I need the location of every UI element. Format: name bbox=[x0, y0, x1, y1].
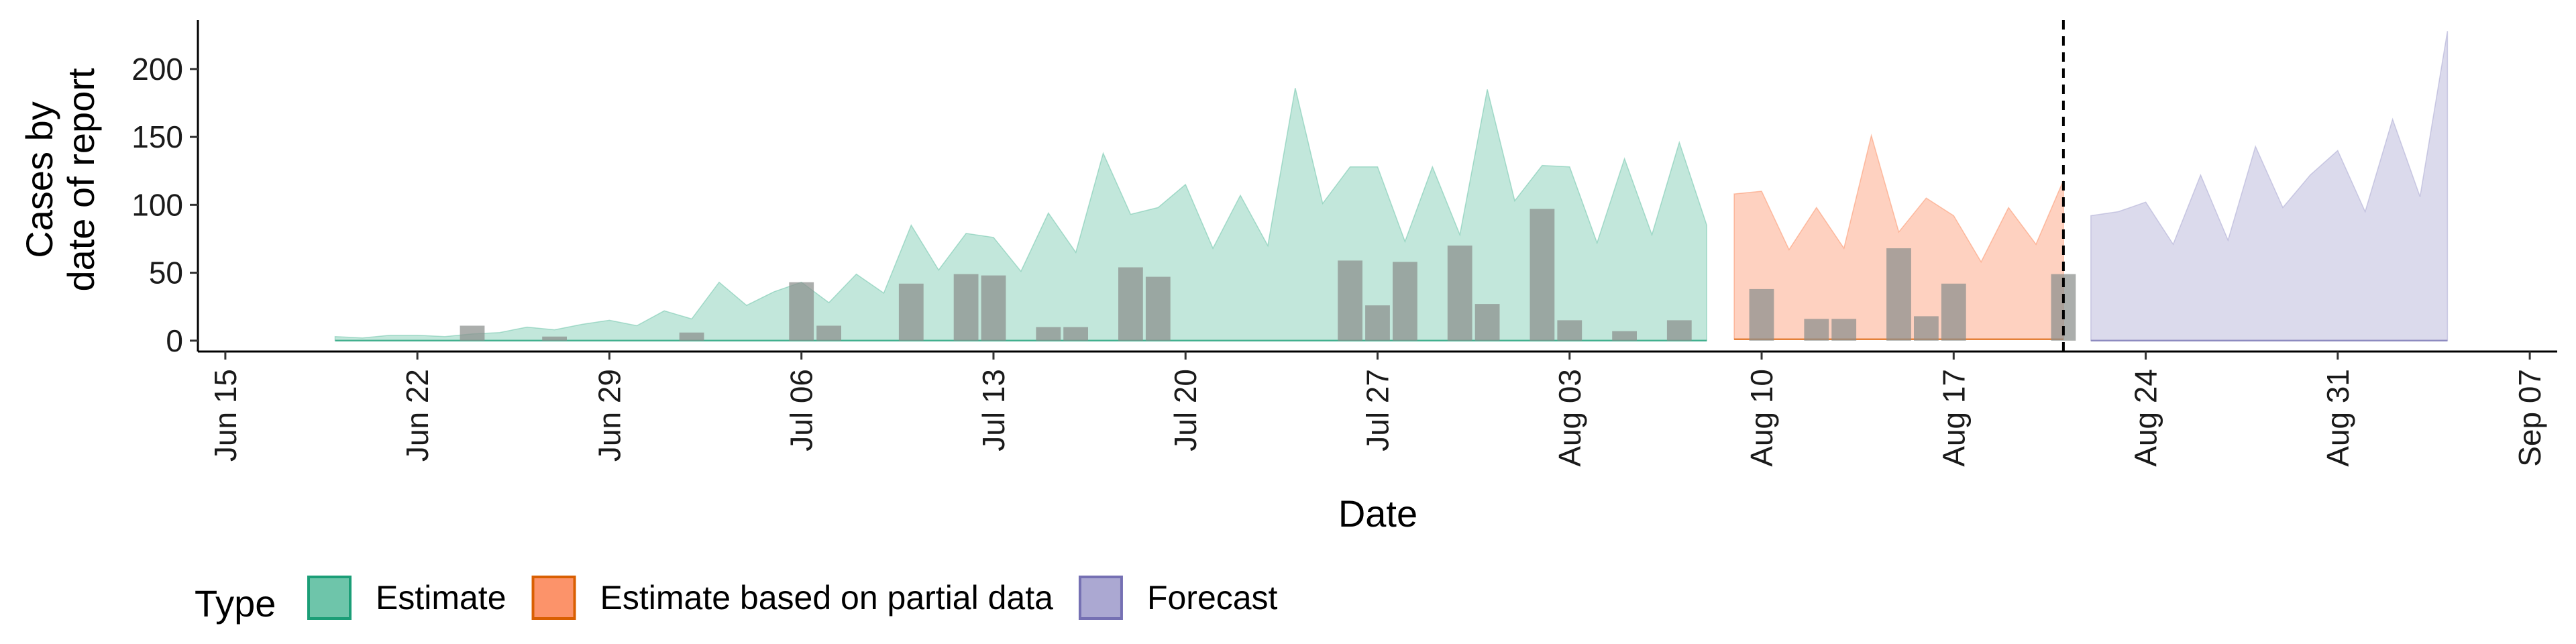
x-tick-label: Jun 15 bbox=[208, 369, 243, 462]
case-bar bbox=[1941, 283, 1966, 341]
case-bar bbox=[1118, 267, 1143, 341]
x-tick-label: Jul 20 bbox=[1168, 369, 1203, 451]
x-tick-label: Jun 29 bbox=[592, 369, 627, 462]
x-tick-label: Aug 17 bbox=[1936, 369, 1971, 467]
y-tick-label: 50 bbox=[149, 256, 183, 290]
case-bar bbox=[1749, 288, 1774, 341]
case-bar bbox=[1036, 327, 1061, 341]
x-tick-label: Jul 13 bbox=[976, 369, 1011, 451]
legend-label: Forecast bbox=[1147, 579, 1278, 616]
y-tick-label: 150 bbox=[131, 119, 183, 154]
case-bar bbox=[981, 275, 1006, 341]
x-tick-label: Sep 07 bbox=[2512, 369, 2547, 467]
reported-case-bars bbox=[460, 209, 2076, 341]
case-bar bbox=[1557, 320, 1582, 341]
area-band-1 bbox=[334, 88, 1707, 341]
y-tick-label: 100 bbox=[131, 187, 183, 222]
x-tick-label: Aug 03 bbox=[1552, 369, 1587, 467]
x-tick-label: Jul 06 bbox=[784, 369, 819, 451]
case-bar bbox=[1338, 260, 1362, 341]
legend-swatch bbox=[531, 576, 576, 620]
area-band-3 bbox=[2090, 31, 2449, 341]
case-bar bbox=[542, 336, 567, 341]
legend-title: Type bbox=[195, 582, 276, 625]
y-ticks: 0 50 100 150 200 bbox=[131, 52, 198, 358]
x-tick-label: Aug 10 bbox=[1744, 369, 1779, 467]
x-ticks: Jun 15 Jun 22 Jun 29 Jul 06 Jul 13 Jul 20 Jul … bbox=[208, 352, 2547, 467]
legend-swatch bbox=[1078, 576, 1123, 620]
case-bar bbox=[1804, 319, 1829, 341]
case-bar bbox=[1474, 304, 1500, 341]
area-bands bbox=[334, 31, 2449, 342]
y-axis-title-line-1: Cases by bbox=[18, 101, 60, 258]
case-bar bbox=[1666, 320, 1692, 341]
case-bar bbox=[1612, 331, 1637, 341]
case-bar bbox=[1886, 248, 1911, 341]
case-bar bbox=[1831, 319, 1857, 341]
legend-swatch bbox=[307, 576, 352, 620]
case-bar bbox=[1063, 327, 1088, 341]
case-bar bbox=[1145, 276, 1171, 341]
case-bar bbox=[1393, 262, 1417, 341]
legend-entries: Estimate Estimate based on partial data Fo… bbox=[307, 576, 1278, 620]
case-bar bbox=[1447, 246, 1472, 341]
x-axis-title: Date bbox=[1338, 492, 1417, 535]
case-bar bbox=[1365, 305, 1390, 341]
legend: Type Estimate Estimate based on partial d… bbox=[195, 576, 1278, 625]
case-bar bbox=[898, 283, 924, 341]
legend-label: Estimate based on partial data bbox=[600, 579, 1054, 616]
x-tick-label: Jul 27 bbox=[1360, 369, 1395, 451]
y-tick-label: 200 bbox=[131, 52, 183, 87]
case-bar bbox=[816, 325, 841, 341]
y-axis-title-line-2: date of report bbox=[60, 68, 102, 292]
x-tick-label: Jun 22 bbox=[400, 369, 435, 462]
x-tick-label: Aug 31 bbox=[2320, 369, 2355, 467]
case-bar bbox=[953, 274, 979, 341]
case-bar bbox=[789, 282, 814, 341]
case-bar bbox=[1529, 209, 1555, 341]
case-bar bbox=[1914, 316, 1939, 341]
case-bar bbox=[679, 332, 704, 341]
x-tick-label: Aug 24 bbox=[2129, 369, 2163, 467]
legend-label: Estimate bbox=[376, 579, 506, 616]
case-bar bbox=[460, 325, 485, 341]
y-tick-label: 0 bbox=[166, 323, 183, 358]
